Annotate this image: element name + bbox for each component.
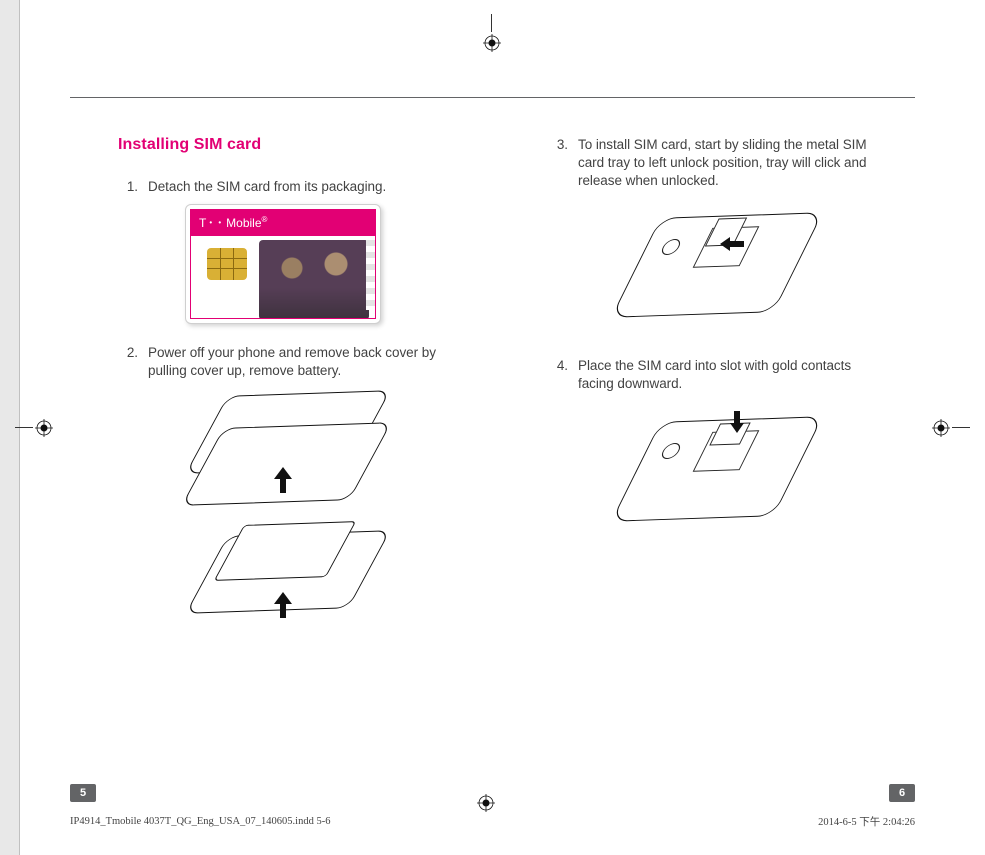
crop-mark-left (15, 413, 55, 443)
crop-mark-top (477, 14, 507, 54)
step-text: Power off your phone and remove back cov… (148, 344, 448, 380)
footer-timestamp: 2014-6-5 下午 2:04:26 (818, 814, 915, 829)
step-number: 3. (548, 136, 578, 189)
step-1: 1. Detach the SIM card from its packagin… (118, 178, 448, 196)
sim-chip-icon (207, 248, 247, 280)
page-number-right: 6 (889, 784, 915, 802)
footer-meta: IP4914_Tmobile 4037T_QG_Eng_USA_07_14060… (70, 814, 915, 829)
figure-insert-sim (548, 401, 878, 541)
right-page-content: 3. To install SIM card, start by sliding… (548, 136, 878, 561)
crop-mark-right (930, 413, 970, 443)
header-rule (70, 97, 915, 98)
left-page-content: Installing SIM card 1. Detach the SIM ca… (118, 136, 448, 691)
figure-remove-cover (118, 387, 448, 671)
step-text: Place the SIM card into slot with gold c… (578, 357, 878, 393)
step-2: 2. Power off your phone and remove back … (118, 344, 448, 380)
figure-unlock-tray (548, 197, 878, 337)
arrow-up-icon (272, 465, 294, 495)
sim-photo-placeholder (259, 240, 369, 319)
arrow-left-icon (718, 235, 746, 258)
arrow-up-icon (272, 590, 294, 620)
arrow-down-icon (728, 409, 746, 440)
sim-brand: Mobile (226, 216, 261, 230)
page-number-left: 5 (70, 784, 96, 802)
section-title: Installing SIM card (118, 136, 448, 154)
footer-filename: IP4914_Tmobile 4037T_QG_Eng_USA_07_14060… (70, 816, 330, 827)
step-3: 3. To install SIM card, start by sliding… (548, 136, 878, 189)
step-text: Detach the SIM card from its packaging. (148, 178, 448, 196)
sim-brand-t: T (199, 216, 206, 230)
step-text: To install SIM card, start by sliding th… (578, 136, 878, 189)
figure-sim-packaging: TMobile® (118, 204, 448, 324)
step-number: 1. (118, 178, 148, 196)
step-number: 2. (118, 344, 148, 380)
step-number: 4. (548, 357, 578, 393)
sim-brand-bar: TMobile® (191, 210, 375, 236)
step-4: 4. Place the SIM card into slot with gol… (548, 357, 878, 393)
sim-tearoff-icon (366, 240, 376, 310)
page-spread: Installing SIM card 1. Detach the SIM ca… (70, 56, 915, 796)
